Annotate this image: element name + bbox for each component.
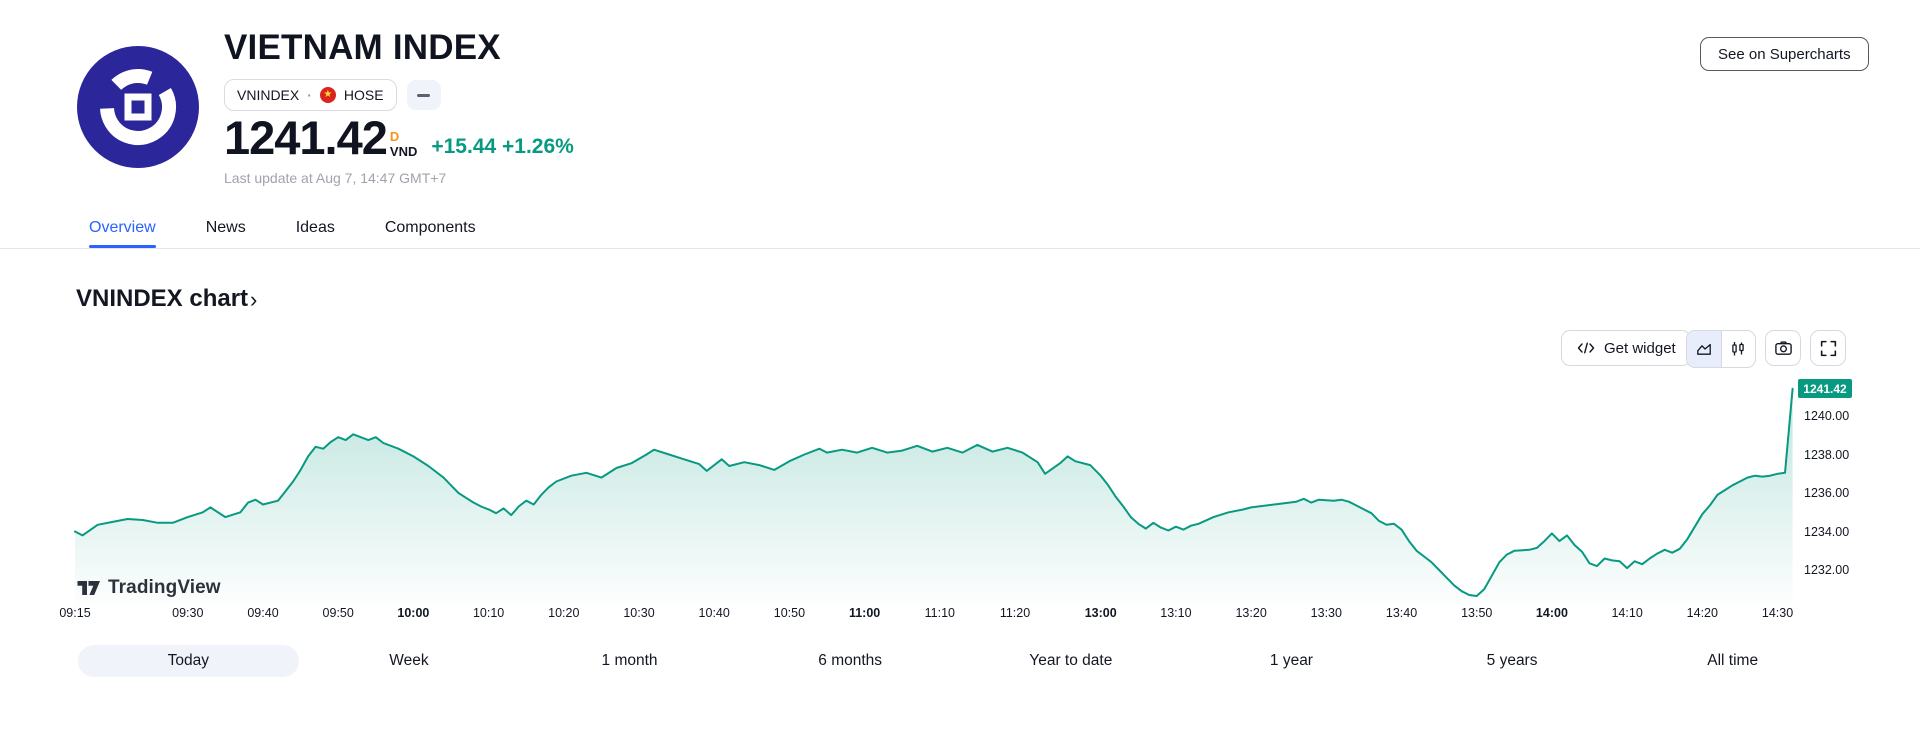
hose-exchange-logo <box>77 46 199 168</box>
range-button-today[interactable]: Today <box>78 645 299 677</box>
tab-overview[interactable]: Overview <box>89 218 156 248</box>
range-button-1-month[interactable]: 1 month <box>601 652 658 669</box>
symbol-exchange-badge: VNINDEX · ★ HOSE <box>224 79 397 111</box>
last-price: 1241.42 <box>224 111 388 164</box>
price-change: +15.44 +1.26% <box>431 135 574 158</box>
x-axis-tick: 10:20 <box>548 606 580 620</box>
x-axis-tick: 14:20 <box>1686 606 1718 620</box>
x-axis-tick: 09:40 <box>247 606 279 620</box>
interval-badge: D <box>389 129 400 145</box>
x-axis-tick: 10:30 <box>623 606 655 620</box>
last-price-axis-badge: 1241.42 <box>1798 379 1852 399</box>
symbol-label: VNINDEX <box>237 87 300 103</box>
get-widget-label: Get widget <box>1604 339 1676 357</box>
x-axis-tick: 13:40 <box>1385 606 1418 620</box>
see-on-supercharts-button[interactable]: See on Supercharts <box>1700 37 1869 71</box>
range-button-1-year[interactable]: 1 year <box>1269 652 1313 669</box>
watermark-label: TradingView <box>108 577 221 598</box>
tab-components[interactable]: Components <box>384 219 476 236</box>
fullscreen-icon <box>1820 340 1836 356</box>
y-axis-tick: 1238.00 <box>1804 447 1850 462</box>
tab-bar: Overview News Ideas Components <box>0 218 1920 249</box>
x-axis-tick: 13:50 <box>1461 606 1493 620</box>
section-heading-label: VNINDEX chart <box>76 285 249 312</box>
tradingview-watermark[interactable]: TradingView <box>77 577 221 599</box>
x-axis-tick: 11:10 <box>924 606 955 620</box>
y-axis-tick: 1236.00 <box>1804 486 1850 500</box>
y-axis-tick: 1240.00 <box>1804 409 1850 423</box>
y-axis-tick: 1234.00 <box>1804 524 1850 539</box>
tab-ideas[interactable]: Ideas <box>295 219 335 236</box>
x-axis-tick: 11:00 <box>848 606 881 620</box>
x-axis-tick: 09:15 <box>59 606 91 620</box>
code-icon <box>1577 342 1595 354</box>
camera-icon <box>1774 340 1792 355</box>
vietnam-flag-icon: ★ <box>319 87 336 103</box>
x-axis-tick: 13:20 <box>1235 606 1267 620</box>
chart-style-toggle <box>1686 330 1756 368</box>
x-axis-tick: 09:50 <box>322 606 354 620</box>
exchange-label: HOSE <box>343 87 384 103</box>
x-axis-tick: 10:50 <box>773 606 806 620</box>
minus-icon <box>417 93 431 97</box>
page-title: VIETNAM INDEX <box>224 28 501 67</box>
tradingview-logo-icon <box>77 581 100 595</box>
x-axis-tick: 11:20 <box>999 606 1031 620</box>
last-update-text: Last update at Aug 7, 14:47 GMT+7 <box>224 170 447 186</box>
fullscreen-button[interactable] <box>1810 330 1846 366</box>
x-axis-tick: 13:10 <box>1160 606 1192 620</box>
x-axis-tick: 13:00 <box>1084 606 1117 620</box>
chevron-right-icon: › <box>250 286 258 312</box>
x-axis-tick: 13:30 <box>1310 606 1342 620</box>
chart-section-heading[interactable]: VNINDEX chart › <box>76 285 257 313</box>
get-widget-button[interactable]: Get widget <box>1561 330 1691 366</box>
area-chart-style-button[interactable] <box>1687 331 1721 367</box>
x-axis-tick: 09:30 <box>172 606 204 620</box>
symbol-badge-row: VNINDEX · ★ HOSE <box>224 79 441 111</box>
candles-icon <box>1732 342 1744 356</box>
range-button-year-to-date[interactable]: Year to date <box>1029 652 1113 669</box>
x-axis-tick: 14:10 <box>1611 606 1643 620</box>
range-button-week[interactable]: Week <box>389 652 429 669</box>
area-chart-icon <box>1696 343 1711 355</box>
tab-news[interactable]: News <box>205 219 246 236</box>
separator-dot: · <box>307 87 312 103</box>
y-axis-tick: 1232.00 <box>1804 563 1850 577</box>
range-button-6-months[interactable]: 6 months <box>818 652 883 669</box>
x-axis-tick: 14:00 <box>1535 606 1568 620</box>
x-axis-tick: 10:40 <box>698 606 730 620</box>
x-axis-tick: 14:30 <box>1761 606 1794 620</box>
x-axis-tick: 10:00 <box>397 606 430 620</box>
range-button-all-time[interactable]: All time <box>1707 652 1759 669</box>
chart-plot-area[interactable] <box>75 380 1795 606</box>
snapshot-button[interactable] <box>1765 330 1801 366</box>
candles-chart-style-button[interactable] <box>1720 331 1756 367</box>
x-axis-tick: 10:10 <box>472 606 505 620</box>
price-block: 1241.42 D VND +15.44 +1.26% <box>224 114 574 161</box>
date-range-row: Today Week 1 month 6 months Year to date 1 ye… <box>78 645 1843 677</box>
symbol-actions-button[interactable] <box>406 80 441 110</box>
range-button-5-years[interactable]: 5 years <box>1486 652 1538 669</box>
currency-label: VND <box>389 144 418 160</box>
